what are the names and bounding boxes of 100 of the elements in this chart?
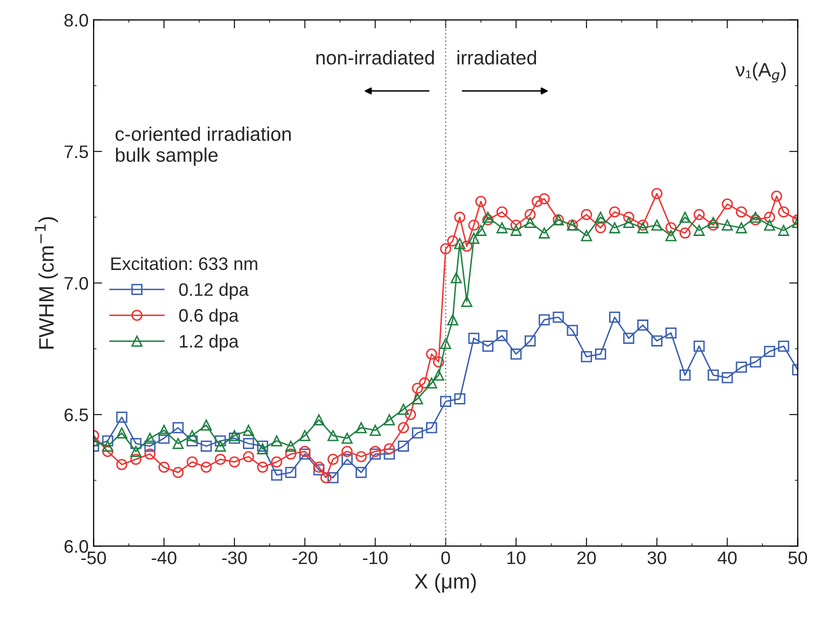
legend-label: 0.12 dpa (179, 282, 249, 300)
point (482, 212, 494, 223)
point (496, 206, 508, 218)
point (637, 220, 648, 231)
point (468, 220, 480, 231)
point (538, 193, 550, 204)
point (102, 440, 114, 452)
point (242, 438, 254, 450)
x-tick-label: -50 (81, 551, 106, 564)
point (623, 216, 634, 228)
point (370, 424, 381, 436)
y-tick-label: 7.0 (64, 276, 88, 290)
x-axis-title: X (μm) (414, 573, 476, 593)
point (116, 412, 128, 423)
point (426, 377, 438, 389)
point (708, 220, 719, 231)
point (461, 240, 472, 252)
y-tick-label: 6.0 (64, 540, 88, 553)
point (158, 424, 170, 436)
point (412, 427, 424, 439)
point (778, 224, 790, 236)
legend-title: Excitation: 633 nm (111, 256, 258, 270)
point (130, 446, 142, 457)
point (609, 206, 620, 218)
point (609, 312, 620, 323)
point (320, 472, 332, 484)
point (454, 393, 466, 404)
point (771, 190, 782, 202)
x-tick-label: -10 (363, 551, 388, 564)
point (228, 432, 240, 444)
x-tick-label: -20 (292, 551, 318, 564)
point (342, 454, 353, 465)
annotation: ν₁(A$_{g}$) (735, 62, 786, 83)
point (356, 422, 367, 434)
annotation: non-irradiated (316, 50, 434, 65)
point (327, 430, 339, 442)
x-tick-label: 20 (577, 551, 596, 564)
point (158, 432, 170, 444)
point (637, 320, 648, 331)
point (426, 422, 438, 434)
point (665, 327, 677, 339)
point (102, 446, 114, 457)
legend-label: 0.6 dpa (179, 308, 239, 326)
point (384, 414, 395, 426)
point (447, 235, 458, 246)
point (214, 454, 226, 465)
point (172, 422, 184, 434)
point (496, 330, 508, 342)
annotation: irradiated (458, 50, 536, 65)
point (651, 220, 662, 231)
point (538, 227, 550, 239)
point (680, 227, 691, 239)
point (694, 224, 705, 236)
point (412, 393, 424, 404)
point (186, 456, 198, 468)
point (370, 448, 381, 460)
point (468, 232, 480, 244)
x-tick-label: 0 (441, 551, 450, 564)
point (736, 222, 747, 234)
point (398, 440, 409, 452)
point (228, 430, 240, 442)
point (447, 314, 458, 326)
point (242, 451, 254, 462)
point (750, 356, 762, 368)
point (440, 396, 452, 407)
point (404, 409, 416, 420)
point (468, 332, 480, 344)
point (764, 212, 776, 223)
point (158, 462, 170, 473)
point (102, 435, 114, 446)
x-tick-label: -40 (152, 551, 176, 564)
x-tick-label: 30 (648, 551, 666, 564)
point (200, 420, 212, 431)
point (580, 351, 592, 362)
point (285, 466, 296, 478)
point (750, 212, 762, 223)
point (418, 377, 430, 389)
point (271, 435, 282, 446)
point (482, 340, 494, 352)
point (482, 214, 494, 226)
point (722, 220, 733, 231)
point (736, 206, 747, 218)
point (356, 466, 367, 478)
point (186, 430, 198, 442)
point (426, 348, 438, 360)
point (595, 348, 606, 360)
point (257, 440, 268, 452)
point (637, 222, 648, 234)
point (433, 370, 444, 381)
point (532, 196, 543, 208)
point (552, 312, 564, 323)
x-tick-label: 50 (788, 551, 808, 564)
point (538, 314, 550, 326)
point (342, 446, 353, 457)
point (722, 372, 733, 384)
point (708, 216, 719, 228)
point (595, 212, 606, 223)
point (510, 224, 522, 236)
point (144, 432, 156, 444)
point (384, 443, 395, 454)
